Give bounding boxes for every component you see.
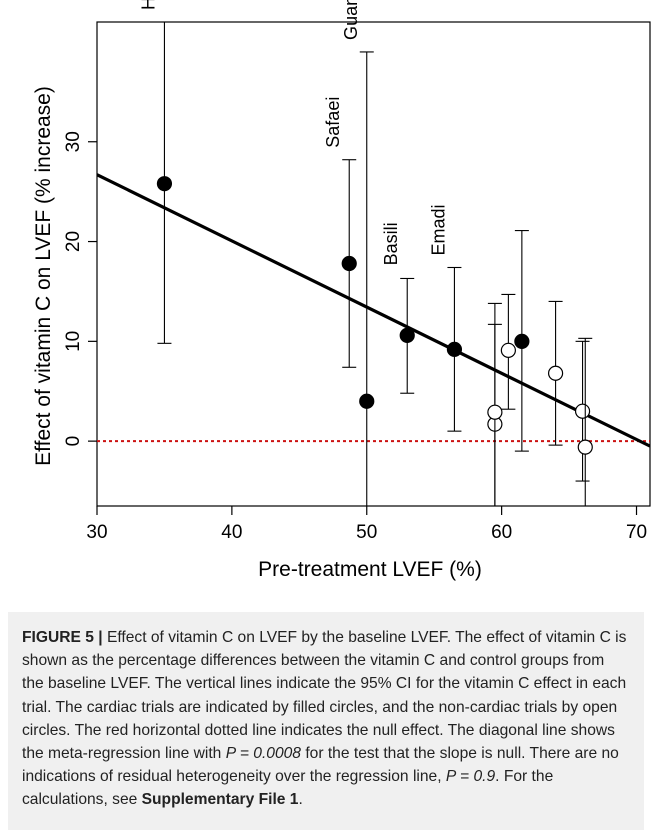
non-cardiac-trial-point — [500, 342, 516, 358]
non-cardiac-trial-point — [547, 365, 564, 381]
non-cardiac-trial-point — [574, 403, 591, 419]
scatter-chart: 30 40 50 60 70 0 10 20 30 Ho Safaei Guan Basili Emadi… — [32, 0, 651, 581]
caption-p-value-slope: P = 0.0008 — [225, 745, 301, 763]
plot-frame — [96, 21, 651, 507]
trial-label: Safaei — [323, 97, 343, 148]
cardiac-trial-point — [359, 393, 375, 409]
trial-label: Ho — [138, 0, 158, 10]
caption-label: FIGURE 5 | — [22, 629, 103, 646]
plot-layer: 30 40 50 60 70 0 10 20 30 Ho Safaei Guan Basili Emadi — [63, 0, 651, 543]
non-cardiac-trial-point — [487, 404, 503, 420]
caption-text-2: for the test that the slope is null. The… — [22, 745, 619, 786]
x-tick-label: 30 — [86, 522, 107, 543]
x-tick-label: 50 — [356, 522, 377, 543]
cardiac-trial-point — [399, 327, 415, 343]
caption-end: . — [298, 791, 303, 809]
x-tick-label: 40 — [221, 522, 242, 543]
cardiac-trial-point — [446, 341, 463, 357]
trial-label: Emadi — [428, 204, 448, 255]
supplementary-file-link[interactable]: Supplementary File 1 — [141, 791, 299, 809]
cardiac-trial-point — [341, 255, 357, 272]
y-tick-label: 0 — [63, 436, 84, 447]
regression-line — [97, 173, 650, 448]
x-tick-label: 60 — [491, 522, 512, 543]
y-axis-title: Effect of vitamin C on LVEF (% increase) — [32, 86, 55, 466]
caption-p-value-heterogeneity: P = 0.9 — [445, 768, 496, 786]
trial-label: Basili — [381, 222, 401, 265]
cardiac-trial-point — [156, 176, 173, 192]
x-tick-label: 70 — [626, 522, 647, 543]
y-tick-label: 10 — [63, 331, 84, 352]
x-axis-title: Pre-treatment LVEF (%) — [258, 558, 482, 581]
y-tick-label: 20 — [63, 231, 84, 252]
figure-caption: FIGURE 5 | Effect of vitamin C on LVEF b… — [8, 612, 644, 830]
caption-text-3: . For the calculations, see — [22, 768, 554, 809]
caption-text: Effect of vitamin C on LVEF by the basel… — [22, 629, 627, 763]
cardiac-trial-point — [514, 333, 530, 349]
non-cardiac-trial-point — [577, 439, 593, 455]
y-tick-label: 30 — [63, 131, 84, 152]
trial-label: Guan — [341, 0, 361, 40]
